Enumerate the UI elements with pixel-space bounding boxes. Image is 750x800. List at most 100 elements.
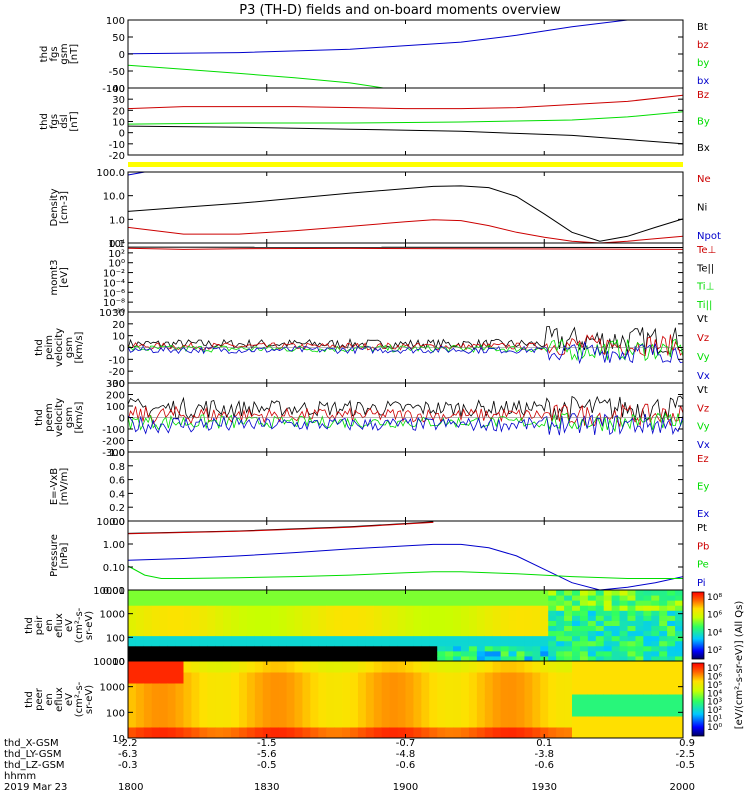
- heatmap-cell: [484, 694, 494, 700]
- heatmap-cell: [556, 610, 565, 616]
- heatmap-cell: [508, 694, 517, 700]
- heatmap-cell: [643, 650, 652, 657]
- heatmap-cell: [461, 635, 470, 642]
- heatmap-cell: [468, 645, 478, 652]
- legend-entry-Vt: Vt: [697, 385, 708, 396]
- heatmap-cell: [159, 732, 169, 739]
- heatmap-cell: [627, 620, 636, 626]
- heatmap-cell: [326, 640, 335, 647]
- heatmap-cell: [254, 655, 264, 662]
- heatmap-cell: [556, 620, 565, 626]
- heatmap-cell: [342, 640, 351, 647]
- heatmap-cell: [128, 615, 137, 621]
- heatmap-cell: [603, 595, 613, 601]
- y-axis-label-line: Pressure: [49, 534, 60, 577]
- heatmap-cell: [191, 615, 200, 621]
- heatmap-cell: [508, 661, 517, 667]
- heatmap-cell: [294, 620, 303, 626]
- heatmap-cell: [373, 645, 383, 652]
- heatmap-cell: [524, 610, 533, 616]
- heatmap-cell: [429, 590, 438, 596]
- heatmap-cell: [611, 732, 621, 739]
- heatmap-cell: [667, 625, 676, 632]
- y-axis-label-line: en: [44, 619, 55, 632]
- heatmap-cell: [659, 677, 668, 684]
- heatmap-cell: [183, 595, 192, 601]
- heatmap-cell: [183, 721, 192, 728]
- heatmap-cell: [524, 699, 533, 706]
- heatmap-cell: [500, 710, 510, 717]
- heatmap-cell: [278, 699, 288, 706]
- heatmap-cell: [484, 645, 494, 652]
- heatmap-cell: [373, 625, 383, 632]
- heatmap-cell: [365, 716, 375, 722]
- heatmap-cell: [278, 650, 288, 657]
- heatmap-cell: [357, 727, 367, 733]
- heatmap-cell: [548, 666, 557, 673]
- y-tick-label: 100: [106, 402, 125, 413]
- heatmap-cell: [524, 630, 533, 637]
- heatmap-cell: [326, 727, 335, 733]
- heatmap-cell: [413, 688, 422, 695]
- heatmap-cell: [286, 672, 295, 678]
- heatmap-cell: [239, 710, 248, 717]
- series-line-Vx: [127, 340, 684, 365]
- heatmap-cell: [342, 610, 351, 616]
- heatmap-cell: [199, 666, 208, 673]
- heatmap-cell: [389, 645, 399, 652]
- heatmap-cell: [508, 666, 517, 673]
- heatmap-cell: [595, 630, 605, 637]
- heatmap-cell: [397, 595, 406, 601]
- heatmap-cell: [310, 705, 319, 711]
- heatmap-cell: [334, 699, 343, 706]
- heatmap-cell: [334, 710, 343, 717]
- heatmap-cell: [191, 595, 200, 601]
- heatmap-cell: [342, 625, 351, 632]
- heatmap-cell: [175, 630, 184, 637]
- heatmap-cell: [357, 688, 367, 695]
- heatmap-cell: [270, 705, 280, 711]
- heatmap-cell: [500, 635, 510, 642]
- heatmap-cell: [619, 615, 628, 621]
- heatmap-cell: [437, 710, 446, 717]
- heatmap-cell: [151, 716, 161, 722]
- heatmap-cell: [659, 635, 668, 642]
- heatmap-cell: [191, 721, 200, 728]
- heatmap-cell: [373, 655, 383, 662]
- heatmap-cell: [579, 732, 589, 739]
- heatmap-cell: [231, 600, 240, 606]
- heatmap-cell: [445, 661, 454, 667]
- panel-frame: [127, 451, 684, 522]
- heatmap-cell: [143, 645, 153, 652]
- heatmap-cell: [421, 672, 430, 678]
- heatmap-cell: [492, 694, 502, 700]
- heatmap-cell: [651, 655, 660, 662]
- heatmap-cell: [476, 605, 486, 611]
- heatmap-cell: [199, 727, 208, 733]
- y-axis-label-line: thd: [24, 691, 35, 708]
- heatmap-cell: [437, 699, 446, 706]
- heatmap-cell: [342, 655, 351, 662]
- heatmap-cell: [342, 727, 351, 733]
- heatmap-cell: [453, 635, 462, 642]
- heatmap-cell: [429, 666, 438, 673]
- heatmap-cell: [445, 666, 454, 673]
- heatmap-cell: [587, 610, 597, 616]
- heatmap-cell: [651, 610, 660, 616]
- heatmap-cell: [397, 727, 406, 733]
- heatmap-cell: [207, 683, 216, 689]
- y-axis-label-line: fgs: [49, 114, 60, 129]
- heatmap-cell: [500, 661, 510, 667]
- heatmap-cell: [532, 683, 541, 689]
- heatmap-cell: [453, 721, 462, 728]
- heatmap-cell: [572, 666, 581, 673]
- heatmap-cell: [445, 721, 454, 728]
- heatmap-cell: [564, 605, 573, 611]
- heatmap-cell: [183, 625, 192, 632]
- heatmap-cell: [603, 590, 613, 596]
- heatmap-cell: [246, 610, 256, 616]
- heatmap-cell: [500, 605, 510, 611]
- heatmap-cell: [548, 610, 557, 616]
